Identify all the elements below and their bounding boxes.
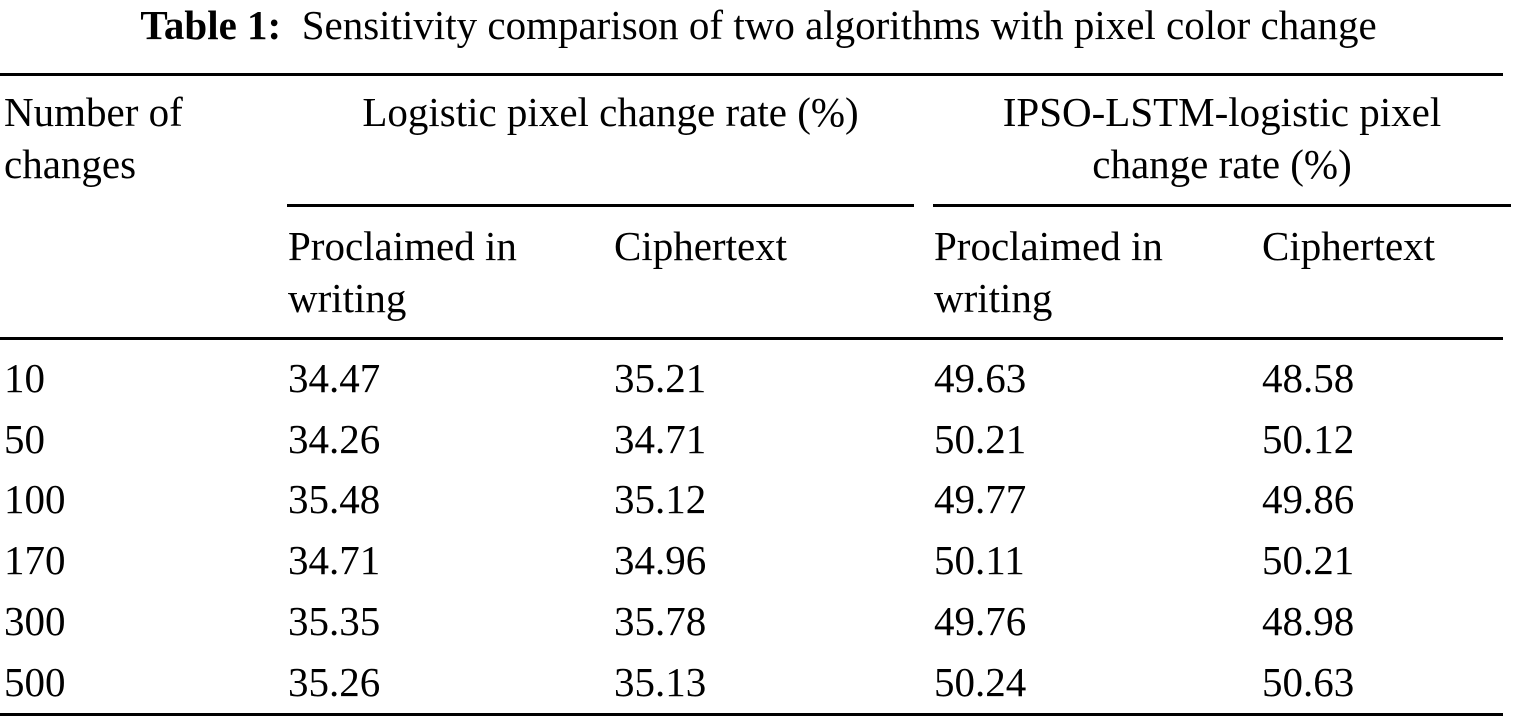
header-group-ipso-line1: IPSO-LSTM-logistic pixel bbox=[1002, 89, 1442, 135]
header-ipso-plain-line1: Proclaimed in bbox=[934, 223, 1163, 269]
cell-ipso-cipher: 49.86 bbox=[1262, 476, 1355, 522]
header-ipso-cipher: Ciphertext bbox=[1262, 223, 1436, 269]
cell-changes: 50 bbox=[4, 416, 45, 462]
group2-rule bbox=[933, 204, 1511, 207]
header-row-label-line2: changes bbox=[4, 141, 137, 187]
cell-ipso-cipher: 48.98 bbox=[1262, 598, 1355, 644]
cell-logistic-plain: 35.48 bbox=[288, 476, 381, 522]
cell-logistic-plain: 35.26 bbox=[288, 659, 381, 705]
cell-logistic-plain: 34.26 bbox=[288, 416, 381, 462]
header-ipso-plain-line2: writing bbox=[934, 275, 1053, 321]
cell-changes: 10 bbox=[4, 355, 45, 401]
cell-ipso-plain: 50.21 bbox=[934, 416, 1027, 462]
cell-logistic-cipher: 35.78 bbox=[614, 598, 707, 644]
cell-changes: 300 bbox=[4, 598, 66, 644]
header-rule bbox=[0, 337, 1503, 340]
cell-logistic-plain: 34.71 bbox=[288, 537, 381, 583]
caption-text: Sensitivity comparison of two algorithms… bbox=[301, 2, 1377, 48]
cell-logistic-cipher: 35.12 bbox=[614, 476, 707, 522]
header-logistic-cipher: Ciphertext bbox=[614, 223, 788, 269]
group1-rule bbox=[287, 204, 914, 207]
cell-changes: 100 bbox=[4, 476, 66, 522]
header-logistic-plain-line2: writing bbox=[288, 275, 407, 321]
cell-logistic-cipher: 35.21 bbox=[614, 355, 707, 401]
top-rule bbox=[0, 73, 1503, 76]
cell-logistic-cipher: 34.96 bbox=[614, 537, 707, 583]
cell-changes: 170 bbox=[4, 537, 66, 583]
cell-ipso-cipher: 48.58 bbox=[1262, 355, 1355, 401]
cell-logistic-cipher: 35.13 bbox=[614, 659, 707, 705]
cell-ipso-cipher: 50.21 bbox=[1262, 537, 1355, 583]
cell-ipso-plain: 49.63 bbox=[934, 355, 1027, 401]
cell-ipso-plain: 49.77 bbox=[934, 476, 1027, 522]
header-group-ipso-line2: change rate (%) bbox=[1092, 141, 1352, 187]
cell-logistic-plain: 34.47 bbox=[288, 355, 381, 401]
header-row-label-line1: Number of bbox=[4, 89, 183, 135]
table-caption: Table 1: Sensitivity comparison of two a… bbox=[0, 0, 1517, 50]
cell-ipso-cipher: 50.12 bbox=[1262, 416, 1355, 462]
bottom-rule bbox=[0, 713, 1503, 716]
header-group-logistic: Logistic pixel change rate (%) bbox=[362, 89, 859, 135]
cell-ipso-plain: 49.76 bbox=[934, 598, 1027, 644]
header-logistic-plain-line1: Proclaimed in bbox=[288, 223, 517, 269]
cell-logistic-cipher: 34.71 bbox=[614, 416, 707, 462]
cell-ipso-plain: 50.24 bbox=[934, 659, 1027, 705]
caption-label: Table 1: bbox=[140, 2, 282, 48]
cell-ipso-plain: 50.11 bbox=[934, 537, 1025, 583]
cell-changes: 500 bbox=[4, 659, 66, 705]
cell-logistic-plain: 35.35 bbox=[288, 598, 381, 644]
cell-ipso-cipher: 50.63 bbox=[1262, 659, 1355, 705]
